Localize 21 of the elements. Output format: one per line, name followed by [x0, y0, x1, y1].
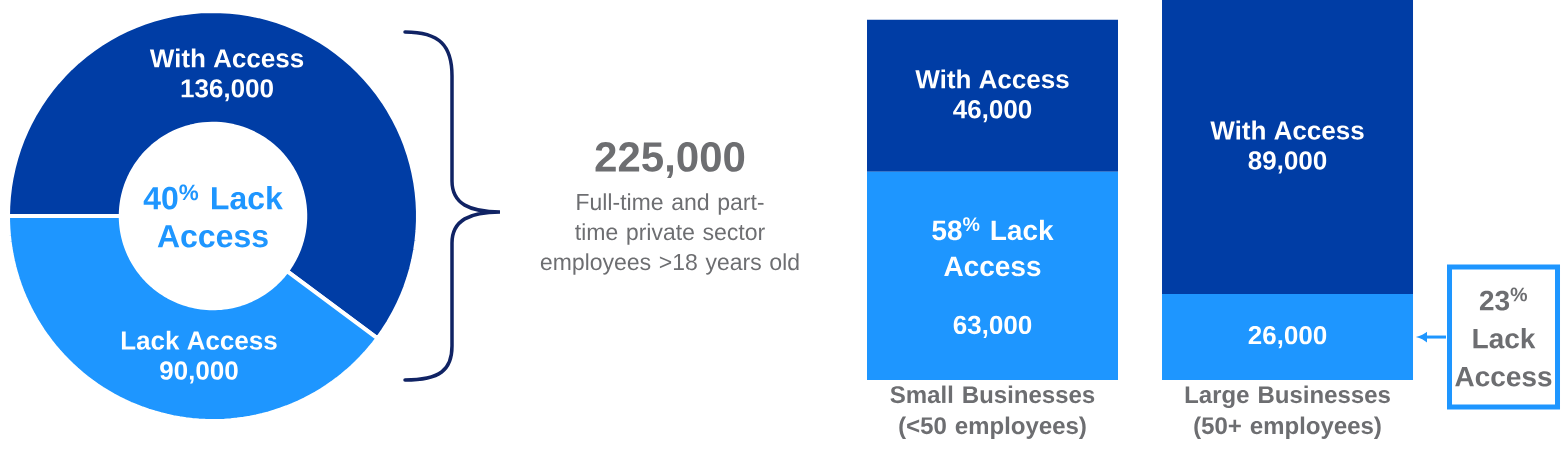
slice-label: With Access: [149, 48, 304, 68]
bar: [867, 171, 1118, 380]
text: 225,000: [595, 142, 745, 178]
x-tick-label: Large Businesses (50+ employees): [1185, 385, 1390, 439]
text: 23$^{%}$ Lack Access: [1455, 287, 1552, 387]
bar: [1162, 0, 1414, 295]
x-tick-label: Small Businesses (<50 employees): [890, 385, 1095, 439]
series-label: With Access: [915, 69, 1069, 89]
data-label: 136,000: [181, 79, 273, 102]
text: With Access: [1210, 120, 1364, 140]
slice-label: Lack Access: [121, 330, 277, 350]
text: 40$^{%}$ Lack Access: [143, 184, 283, 248]
annotation: 58$^{%}$ Lack Access: [932, 217, 1054, 277]
data-label: 26,000: [1248, 325, 1327, 349]
data-label: 90,000: [160, 361, 238, 384]
data-label: 63,000: [953, 315, 1032, 338]
text: Full-time and part-time private sector employees >18 years old: [540, 193, 799, 275]
data-label: 89,000: [1248, 151, 1327, 174]
bar: [867, 19, 1118, 172]
bar: [1162, 294, 1414, 380]
data-label: 46,000: [953, 100, 1032, 123]
